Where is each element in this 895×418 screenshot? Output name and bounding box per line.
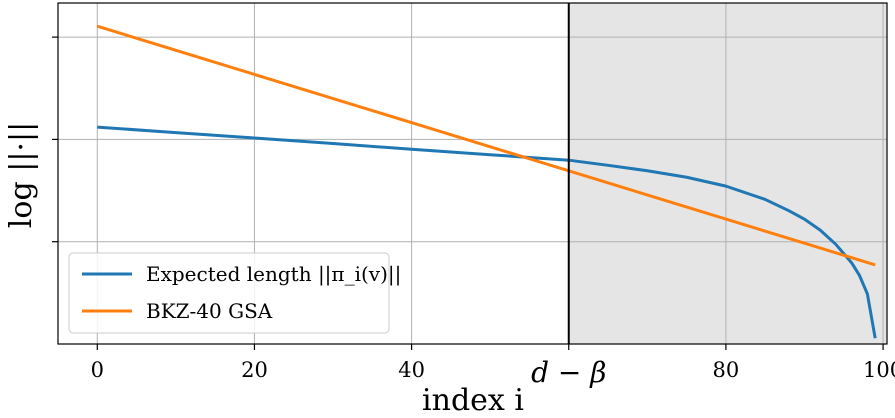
x-tick-label: 40 (398, 358, 425, 382)
legend-box (68, 252, 390, 334)
legend: Expected length ||π_i(v)|| BKZ-40 GSA (68, 252, 401, 334)
x-tick-label: 20 (241, 358, 268, 382)
y-axis-label: log ||·|| (4, 122, 39, 228)
x-tick-label: d − β (531, 356, 606, 389)
x-tick-labels: 0 20 40 d − β 80 100 (91, 356, 895, 389)
x-tick-label: 100 (863, 358, 895, 382)
x-tick-label: 80 (713, 358, 740, 382)
plot-frame (57, 2, 888, 345)
series-layer (96, 24, 877, 339)
shaded-region (568, 3, 887, 344)
legend-label-expected: Expected length ||π_i(v)|| (146, 262, 401, 287)
legend-label-gsa: BKZ-40 GSA (146, 299, 273, 323)
x-axis-label: index i (422, 383, 524, 418)
series-bkz-gsa-line (96, 24, 876, 267)
axis-ticks (52, 36, 884, 350)
x-tick-label: 0 (91, 358, 104, 382)
series-expected-length-line (97, 125, 877, 339)
grid (58, 3, 887, 344)
